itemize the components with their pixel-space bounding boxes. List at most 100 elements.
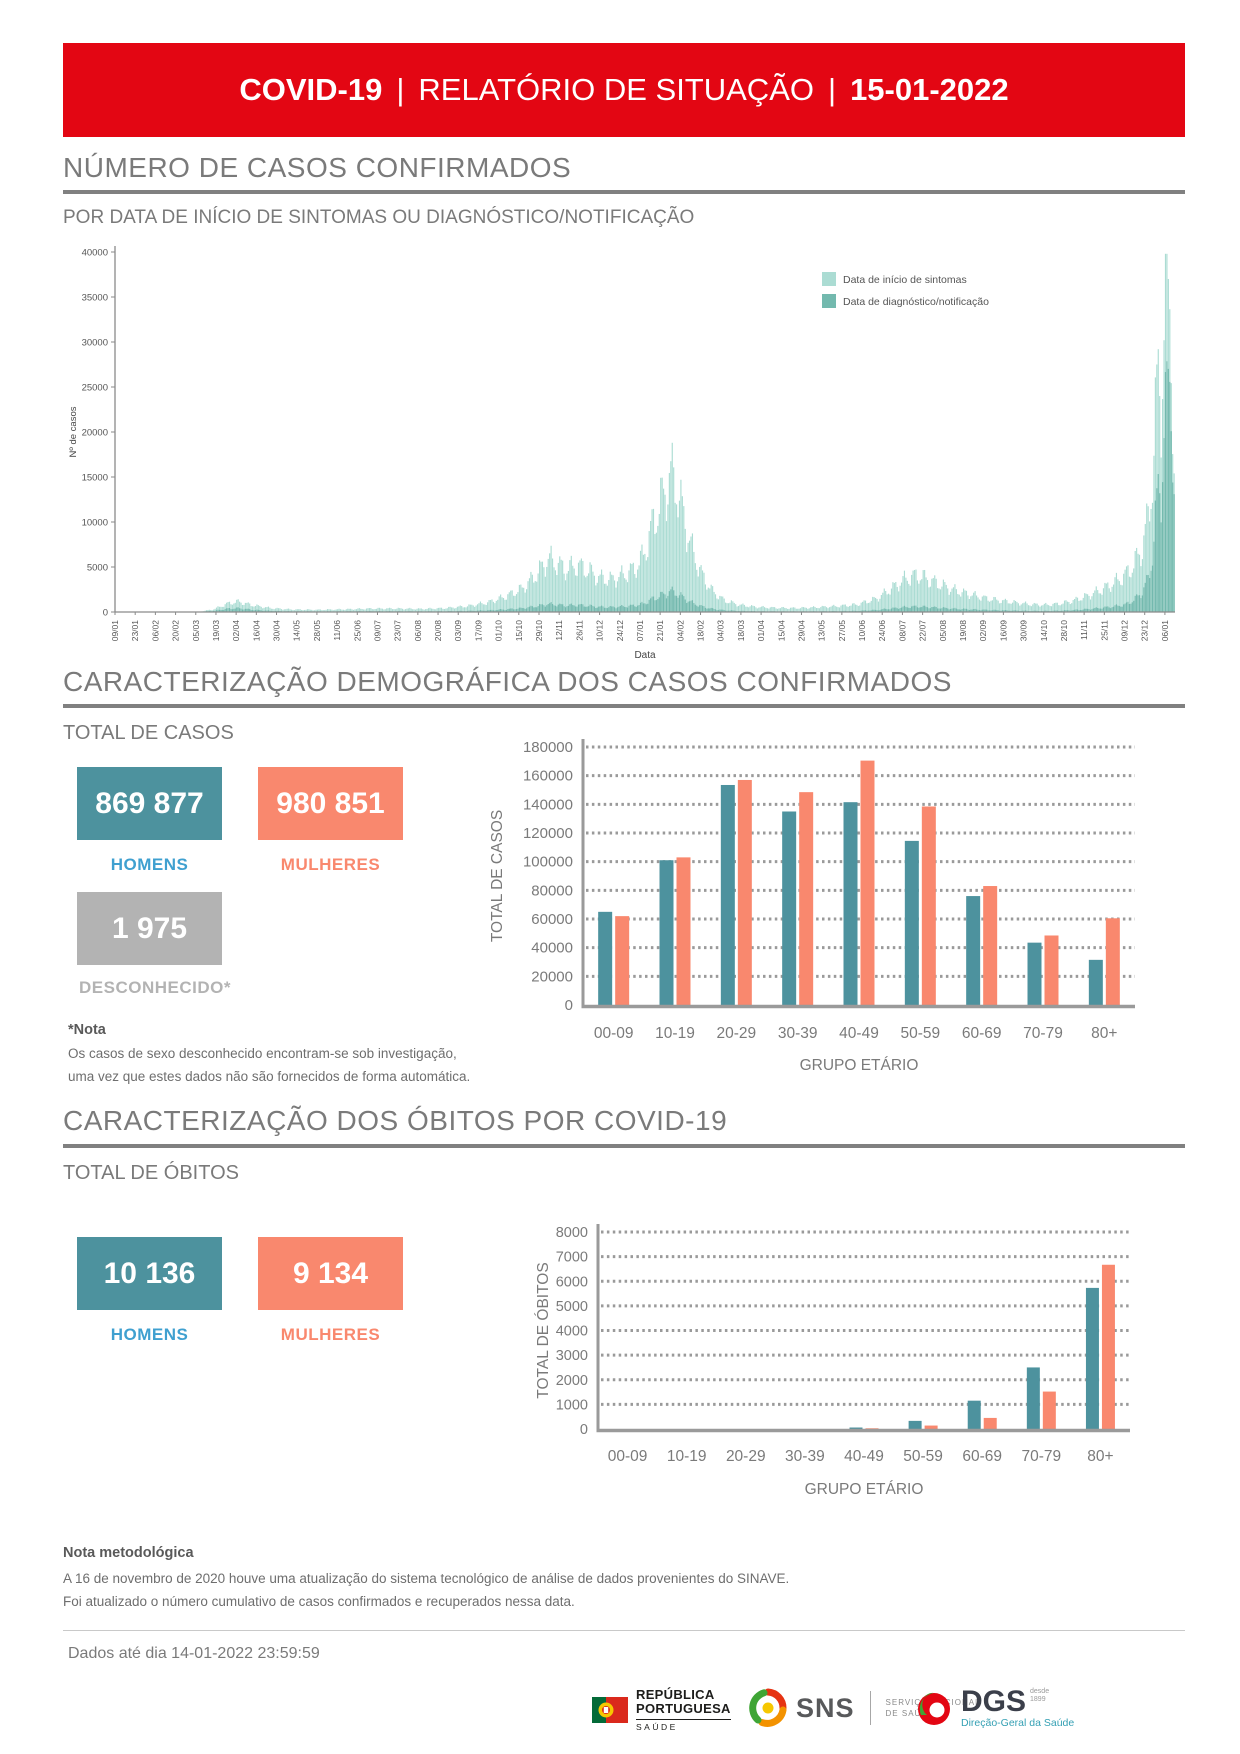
- svg-text:28/10: 28/10: [1059, 620, 1069, 642]
- dgs-abbr: DGS: [961, 1685, 1027, 1718]
- method-note-body: A 16 de novembro de 2020 houve uma atual…: [63, 1567, 789, 1613]
- dgs-since-line2: 1899: [1030, 1696, 1046, 1703]
- svg-text:01/04: 01/04: [756, 620, 766, 642]
- section-deaths-title: CARACTERIZAÇÃO DOS ÓBITOS POR COVID-19: [63, 1105, 728, 1136]
- dgs-sub: Direção-Geral da Saúde: [961, 1717, 1075, 1729]
- report-date: 15-01-2022: [850, 72, 1009, 107]
- svg-text:70-79: 70-79: [1023, 1025, 1063, 1042]
- svg-text:22/07: 22/07: [918, 620, 928, 642]
- republica-saude: SAÚDE: [636, 1719, 731, 1732]
- sns-divider: [869, 1691, 871, 1725]
- svg-text:60-69: 60-69: [962, 1025, 1002, 1042]
- category-labels: 00-09 10-19 20-29 30-39 40-49 50-59 60-69 70-79…: [594, 1025, 1118, 1042]
- timeseries-bars: [188, 253, 1175, 613]
- svg-text:23/12: 23/12: [1140, 620, 1150, 642]
- method-note-line2: Foi atualizado o número cumulativo de ca…: [63, 1594, 575, 1609]
- cases-chart-subtitle: POR DATA DE INÍCIO DE SINTOMAS OU DIAGNÓ…: [63, 207, 695, 228]
- svg-text:50-59: 50-59: [901, 1025, 941, 1042]
- svg-text:09/01: 09/01: [110, 620, 120, 642]
- svg-text:10000: 10000: [82, 518, 108, 529]
- timeseries-axis-ticks: 0 5000 10000 15000 20000 25000 30000 35000 40000: [82, 248, 115, 619]
- svg-text:140000: 140000: [523, 796, 573, 813]
- republica-line1: REPÚBLICA: [636, 1687, 715, 1702]
- header-separator-2: |: [828, 72, 837, 107]
- cases-note-title: *Nota: [68, 1022, 106, 1038]
- category-labels: 00-09 10-19 20-29 30-39 40-49 50-59 60-69 70-79…: [608, 1448, 1114, 1465]
- svg-text:06/01: 06/01: [1160, 620, 1170, 642]
- svg-text:26/11: 26/11: [574, 620, 584, 641]
- deaths-men-value: 10 136: [103, 1256, 196, 1290]
- svg-text:25000: 25000: [82, 383, 108, 394]
- svg-text:120000: 120000: [523, 825, 573, 842]
- svg-text:180000: 180000: [523, 739, 573, 756]
- svg-text:35000: 35000: [82, 293, 108, 304]
- logo-dgs: DGS desde 1899 Direção-Geral da Saúde: [915, 1685, 1075, 1729]
- svg-text:04/02: 04/02: [675, 620, 685, 642]
- deaths-women-value: 9 134: [292, 1256, 369, 1290]
- section-cases-rule: [63, 190, 1185, 194]
- svg-text:06/08: 06/08: [413, 620, 423, 642]
- svg-text:14/05: 14/05: [292, 620, 302, 642]
- header-banner: COVID-19 | RELATÓRIO DE SITUAÇÃO | 15-01…: [63, 43, 1185, 137]
- svg-text:19/08: 19/08: [958, 620, 968, 642]
- svg-text:29/10: 29/10: [534, 620, 544, 642]
- svg-text:12/11: 12/11: [554, 620, 564, 641]
- svg-text:16/09: 16/09: [998, 620, 1008, 642]
- gridlines: [601, 1230, 1130, 1406]
- section-demo-rule: [63, 704, 1185, 708]
- svg-text:05/03: 05/03: [191, 620, 201, 642]
- section-deaths-rule: [63, 1144, 1185, 1148]
- svg-text:30-39: 30-39: [785, 1448, 825, 1465]
- svg-text:7000: 7000: [556, 1250, 588, 1266]
- footer-divider: [63, 1630, 1185, 1631]
- cases-women-label: MULHERES: [280, 855, 381, 874]
- svg-text:07/01: 07/01: [635, 620, 645, 642]
- svg-text:02/04: 02/04: [231, 620, 241, 642]
- timeseries-cases-chart: 0 5000 10000 15000 20000 25000 30000 35000 40000…: [68, 246, 1175, 661]
- svg-text:11/11: 11/11: [1079, 620, 1089, 640]
- bars: [598, 760, 1120, 1005]
- svg-text:10-19: 10-19: [655, 1025, 695, 1042]
- method-note-title: Nota metodológica: [63, 1545, 194, 1561]
- svg-text:20-29: 20-29: [726, 1448, 766, 1465]
- svg-text:0: 0: [580, 1422, 588, 1438]
- svg-text:70-79: 70-79: [1022, 1448, 1062, 1465]
- svg-text:11/06: 11/06: [332, 620, 342, 641]
- svg-text:02/09: 02/09: [978, 620, 988, 642]
- svg-text:20/08: 20/08: [433, 620, 443, 642]
- cases-men-label: HOMENS: [110, 855, 189, 874]
- ylabel: TOTAL DE CASOS: [489, 810, 506, 942]
- svg-text:100000: 100000: [523, 854, 573, 871]
- deaths-men-label: HOMENS: [110, 1325, 189, 1344]
- svg-text:18/03: 18/03: [736, 620, 746, 642]
- svg-text:40000: 40000: [82, 248, 108, 259]
- method-note-line1: A 16 de novembro de 2020 houve uma atual…: [63, 1571, 790, 1586]
- svg-text:08/07: 08/07: [897, 620, 907, 642]
- xlabel: GRUPO ETÁRIO: [805, 1481, 924, 1498]
- svg-text:80+: 80+: [1087, 1448, 1113, 1465]
- total-cases-label: TOTAL DE CASOS: [63, 722, 234, 744]
- y-tick-labels: 0 20000 40000 60000 80000 100000 120000 140000 1…: [523, 739, 573, 1014]
- svg-text:17/09: 17/09: [473, 620, 483, 642]
- cases-men-box: 869 877: [77, 767, 222, 840]
- deaths-women-label: MULHERES: [280, 1325, 381, 1344]
- svg-text:4000: 4000: [556, 1324, 588, 1340]
- ylabel: TOTAL DE ÓBITOS: [535, 1262, 552, 1398]
- svg-text:60000: 60000: [531, 911, 573, 928]
- svg-text:30000: 30000: [82, 338, 108, 349]
- header-separator: |: [396, 72, 405, 107]
- svg-text:25/06: 25/06: [352, 620, 362, 642]
- svg-text:20/02: 20/02: [171, 620, 181, 642]
- svg-text:40-49: 40-49: [844, 1448, 884, 1465]
- svg-text:15/04: 15/04: [776, 620, 786, 642]
- svg-text:06/02: 06/02: [150, 620, 160, 642]
- svg-text:28/05: 28/05: [312, 620, 322, 642]
- svg-text:03/09: 03/09: [453, 620, 463, 642]
- svg-text:80000: 80000: [531, 882, 573, 899]
- svg-text:10-19: 10-19: [667, 1448, 707, 1465]
- section-cases-title: NÚMERO DE CASOS CONFIRMADOS: [63, 152, 572, 183]
- svg-text:19/03: 19/03: [211, 620, 221, 642]
- sns-swirl-icon: [749, 1688, 787, 1727]
- svg-text:30/04: 30/04: [272, 620, 282, 642]
